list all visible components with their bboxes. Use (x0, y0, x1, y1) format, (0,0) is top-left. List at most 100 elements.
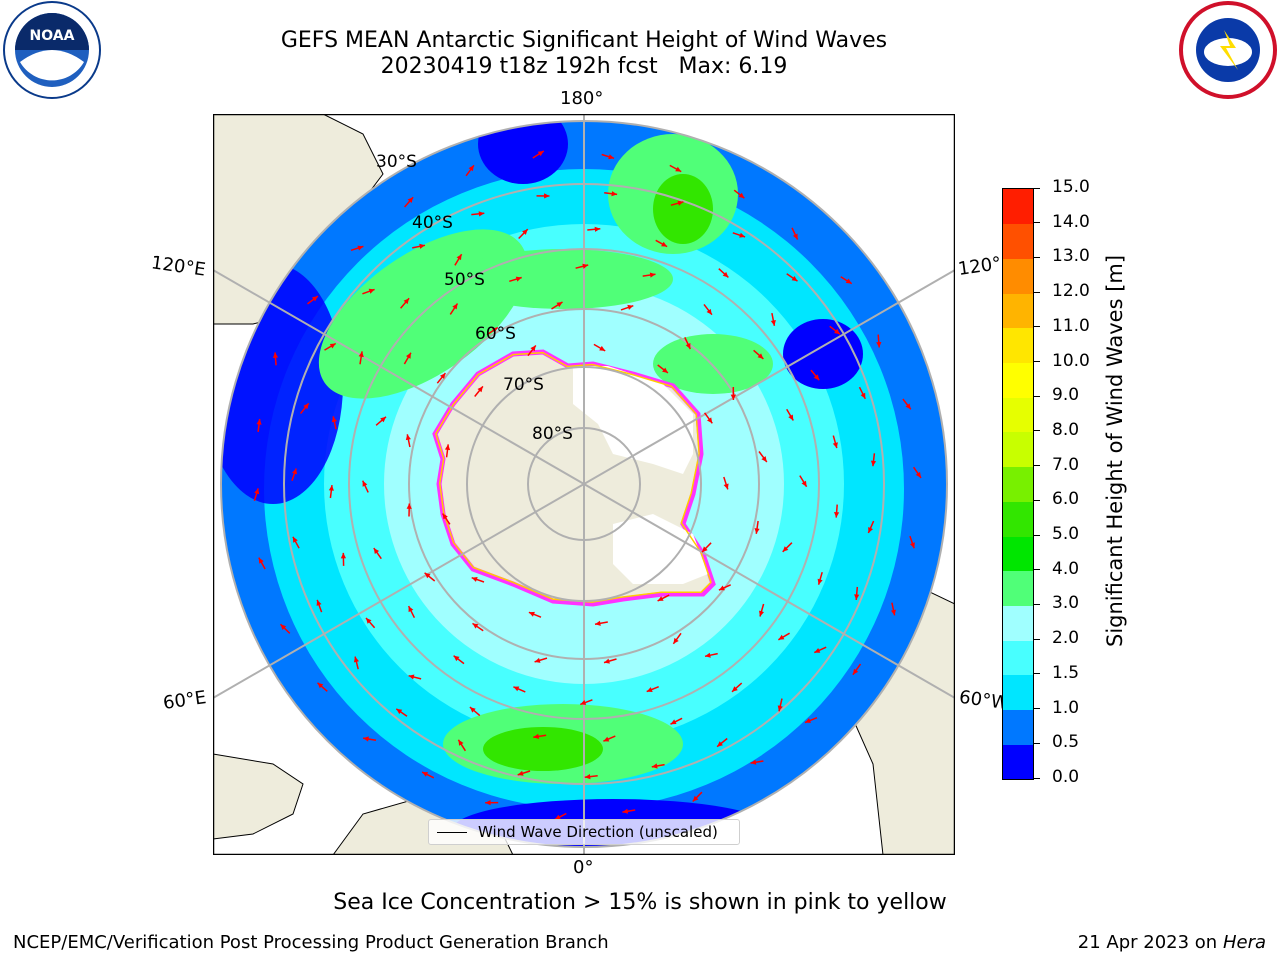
colorbar-cell (1003, 362, 1033, 398)
wind-arrow-head (453, 655, 460, 662)
wind-arrow-head (834, 512, 840, 518)
colorbar-cell (1003, 397, 1033, 433)
colorbar-cell (1003, 189, 1033, 225)
wind-arrow-head (280, 624, 287, 630)
colorbar-tick-label: 1.0 (1052, 697, 1080, 718)
wind-arrow-head (791, 276, 798, 282)
wind-arrow-head (603, 736, 610, 742)
wind-arrow-head (832, 442, 838, 449)
colorbar-cell (1003, 709, 1033, 745)
wind-arrow-head (424, 572, 431, 579)
wind-arrow-head (403, 298, 410, 305)
colorbar-cell (1003, 258, 1033, 294)
wind-arrow-head (363, 736, 369, 742)
wind-arrow-head (757, 353, 764, 359)
wind-arrow-head (705, 652, 711, 658)
footer-machine: Hera (1222, 932, 1266, 953)
lat-label-70s: 70°S (503, 375, 544, 395)
wind-arrow-head (627, 304, 634, 310)
wind-arrow-head (792, 233, 798, 240)
wind-arrow-head (750, 759, 757, 765)
wind-arrow-head (358, 351, 364, 358)
colorbar-cell (1003, 431, 1033, 468)
wind-arrow-head (468, 165, 474, 172)
wind-arrow-head (485, 800, 491, 806)
wind-arrow-head (544, 193, 550, 199)
wind-arrow-head (366, 618, 372, 624)
wind-arrow-head (258, 557, 264, 564)
colorbar-tick-label: 3.0 (1052, 593, 1080, 614)
colorbar-cell (1003, 501, 1033, 537)
lon-label-120e: 120°E (149, 252, 207, 281)
wind-arrow-head (692, 795, 699, 802)
svg-text:NOAA: NOAA (30, 28, 75, 44)
wind-arrow-head (584, 774, 591, 780)
colorbar-tick-mark (1034, 777, 1040, 779)
polar-map (212, 113, 956, 856)
wind-arrow-head (373, 548, 380, 554)
wind-arrow-head (458, 739, 464, 746)
colorbar-tick-label: 13.0 (1052, 246, 1090, 267)
colorbar-tick-label: 4.0 (1052, 558, 1080, 579)
colorbar-tick-mark (1034, 222, 1040, 224)
wind-arrow-head (854, 594, 860, 600)
wind-arrow-head (730, 394, 736, 400)
wind-arrow-head (845, 278, 852, 284)
colorbar-tick-mark (1034, 291, 1040, 293)
colorbar-cell (1003, 466, 1033, 502)
colorbar-tick-label: 9.0 (1052, 385, 1080, 406)
lon-label-60e: 60°E (161, 687, 208, 714)
lon-label-180: 180° (560, 88, 604, 109)
wind-arrow-head (868, 527, 873, 533)
wind-arrow-head (256, 419, 262, 425)
colorbar-tick-label: 0.5 (1052, 732, 1080, 753)
wind-arrow-head (595, 620, 601, 626)
colorbar-cell (1003, 293, 1033, 329)
wind-arrow-head (817, 578, 823, 585)
wind-arrow-head (328, 485, 334, 491)
colorbar-tick-mark (1034, 326, 1040, 328)
wind-arrow-head (702, 546, 708, 553)
colorbar-tick-mark (1034, 499, 1040, 501)
wind-arrow-head (860, 392, 866, 399)
wind-arrow-head (419, 243, 425, 249)
footer-date: 21 Apr 2023 on Hera (1078, 932, 1266, 953)
wind-arrow-head (905, 403, 911, 410)
wind-arrow-head (316, 599, 322, 606)
wind-arrow-head (396, 708, 403, 715)
wind-arrow-head (890, 609, 896, 616)
wind-arrow-head (303, 403, 309, 410)
wind-arrow-head (718, 585, 725, 591)
colorbar-tick-label: 10.0 (1052, 350, 1090, 371)
wind-arrow-head (469, 707, 476, 713)
wind-arrow-head (723, 483, 729, 490)
wind-arrow-head (739, 232, 746, 238)
wind-arrow-head (452, 303, 458, 310)
wind-arrow-head (608, 154, 615, 160)
wind-arrow-head (732, 686, 738, 692)
colorbar-tick-mark (1034, 395, 1040, 397)
colorbar-tick-label: 15.0 (1052, 177, 1090, 197)
legend-line-icon (437, 832, 467, 833)
colorbar-tick-mark (1034, 534, 1040, 536)
wind-arrow-head (478, 211, 485, 217)
colorbar-tick-mark (1034, 673, 1040, 675)
wind-arrow-head (580, 700, 587, 705)
lat-label-30s: 30°S (376, 152, 417, 172)
wind-arrow-head (657, 596, 664, 601)
wind-arrow-head (707, 417, 713, 424)
wind-arrow-head (254, 488, 260, 495)
wind-arrow-head (677, 200, 684, 206)
wind-arrow-head (440, 373, 446, 379)
lon-label-120w: 120° (956, 253, 1003, 280)
colorbar-tick-mark (1034, 256, 1040, 258)
colorbar-tick-mark (1034, 465, 1040, 467)
colorbar-tick-mark (1034, 603, 1040, 605)
wind-arrow-head (685, 343, 691, 349)
wind-arrow-head (408, 674, 415, 680)
map-legend: Wind Wave Direction (unscaled) (428, 819, 740, 845)
colorbar-cell (1003, 744, 1033, 780)
wind-arrow-head (554, 814, 561, 820)
wind-arrow-head (477, 386, 483, 393)
wind-arrow-head (646, 687, 653, 692)
